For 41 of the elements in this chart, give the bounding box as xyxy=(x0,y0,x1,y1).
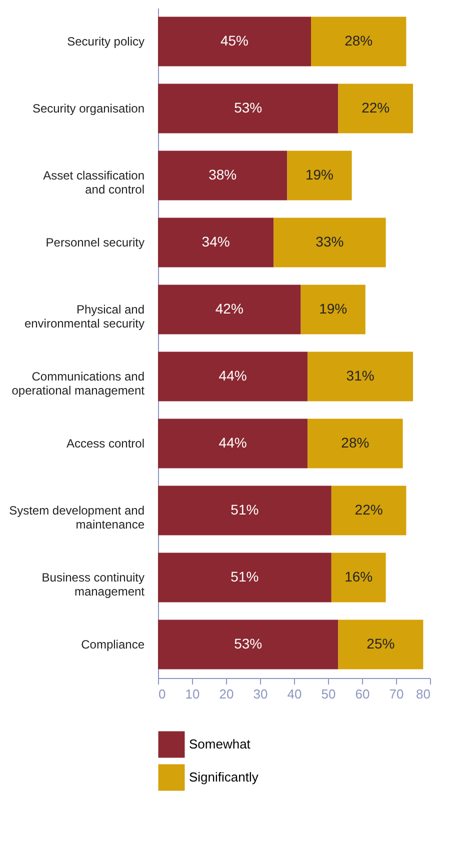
data-label: 44% xyxy=(218,368,247,384)
data-label: 31% xyxy=(346,368,374,384)
data-label: 38% xyxy=(208,166,237,182)
data-label: 33% xyxy=(316,234,344,250)
data-label: 51% xyxy=(230,568,259,584)
data-label: 28% xyxy=(341,434,370,450)
data-label: 34% xyxy=(202,234,230,250)
y-tick-label: Security policy xyxy=(67,34,144,48)
y-tick-label: Security organisation xyxy=(32,102,144,116)
y-tick-label: Physical and environmental security xyxy=(24,302,144,330)
data-label: 45% xyxy=(220,32,249,48)
y-tick-label: Asset classification and control xyxy=(43,168,144,196)
data-label: 42% xyxy=(215,300,244,316)
data-label: 28% xyxy=(344,32,373,48)
x-tick-label: 10 xyxy=(185,686,200,702)
x-tick-label: 60 xyxy=(355,686,370,702)
y-tick-label: Personnel security xyxy=(46,236,144,250)
data-label: 22% xyxy=(362,100,390,116)
x-tick-label: 40 xyxy=(287,686,302,702)
y-tick-label: Communications and operational management xyxy=(12,370,146,398)
x-tick-label: 20 xyxy=(219,686,234,702)
data-label: 44% xyxy=(218,434,247,450)
data-label: 19% xyxy=(305,166,334,182)
y-tick-label: System development and maintenance xyxy=(9,504,145,532)
x-tick-label: 70 xyxy=(389,686,404,702)
y-tick-label: Business continuity management xyxy=(42,570,146,598)
x-tick-label: 80 xyxy=(416,686,430,702)
data-label: 22% xyxy=(354,502,383,518)
legend-label: Somewhat xyxy=(189,736,251,752)
data-label: 51% xyxy=(230,502,259,518)
legend-label: Significantly xyxy=(189,770,259,784)
data-label: 53% xyxy=(234,100,262,116)
x-tick-label: 50 xyxy=(321,686,336,702)
y-tick-label: Compliance xyxy=(81,638,145,652)
data-label: 19% xyxy=(319,300,348,316)
data-label: 16% xyxy=(344,568,373,584)
data-label: 53% xyxy=(234,636,262,652)
x-tick-label: 0 xyxy=(158,686,166,702)
x-tick-label: 30 xyxy=(253,686,268,702)
y-tick-label: Access control xyxy=(66,436,144,450)
data-label: 25% xyxy=(366,636,395,652)
